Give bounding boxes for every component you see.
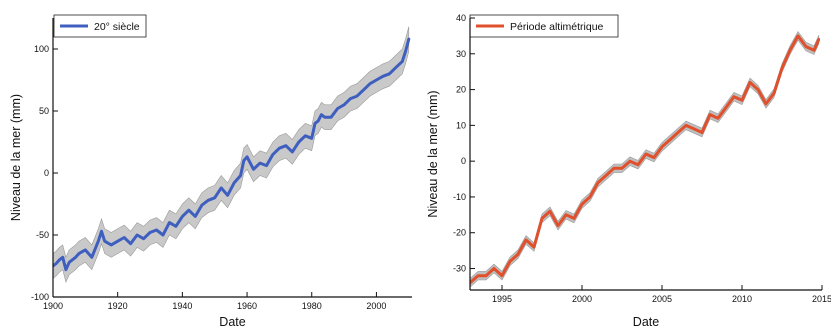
chart2-x-axis-title: Date (633, 315, 659, 329)
chart1-y-tick-label: 100 (34, 44, 49, 54)
chart2-legend-label: Période altimétrique (510, 21, 604, 33)
chart2-y-tick-label: 0 (461, 156, 466, 166)
chart2-x-tick-label: 2015 (812, 294, 831, 304)
chart2-y-tick-label: -10 (453, 192, 466, 202)
chart1-y-tick-label: -50 (36, 230, 49, 240)
chart1-x-tick-label: 1940 (172, 301, 192, 311)
chart2-y-tick-label: 40 (456, 13, 466, 23)
chart2-x-tick-label: 2010 (732, 294, 752, 304)
chart1-y-tick-label: 0 (44, 168, 49, 178)
chart1-x-tick-label: 1960 (237, 301, 257, 311)
chart1-x-tick-label: 1980 (302, 301, 322, 311)
chart2-x-tick-label: 2005 (652, 294, 672, 304)
chart1-x-tick-label: 2000 (366, 301, 386, 311)
chart1-y-tick-label: 50 (39, 106, 49, 116)
chart1-legend-label: 20° siècle (94, 21, 140, 33)
chart2-y-tick-label: -30 (453, 264, 466, 274)
chart2-x-tick-label: 2000 (572, 294, 592, 304)
chart1-x-tick-label: 1900 (43, 301, 63, 311)
chart2-y-tick-label: 30 (456, 49, 466, 59)
chart1-y-axis-title: Niveau de la mer (mm) (9, 94, 23, 221)
chart2-y-tick-label: 10 (456, 120, 466, 130)
chart2-y-axis-title: Niveau de la mer (mm) (426, 90, 440, 217)
chart2-x-tick-label: 1995 (492, 294, 512, 304)
chart1-x-axis-title: Date (219, 315, 245, 329)
chart2-y-tick-label: -20 (453, 228, 466, 238)
chart1-x-tick-label: 1920 (108, 301, 128, 311)
chart2-y-tick-label: 20 (456, 85, 466, 95)
